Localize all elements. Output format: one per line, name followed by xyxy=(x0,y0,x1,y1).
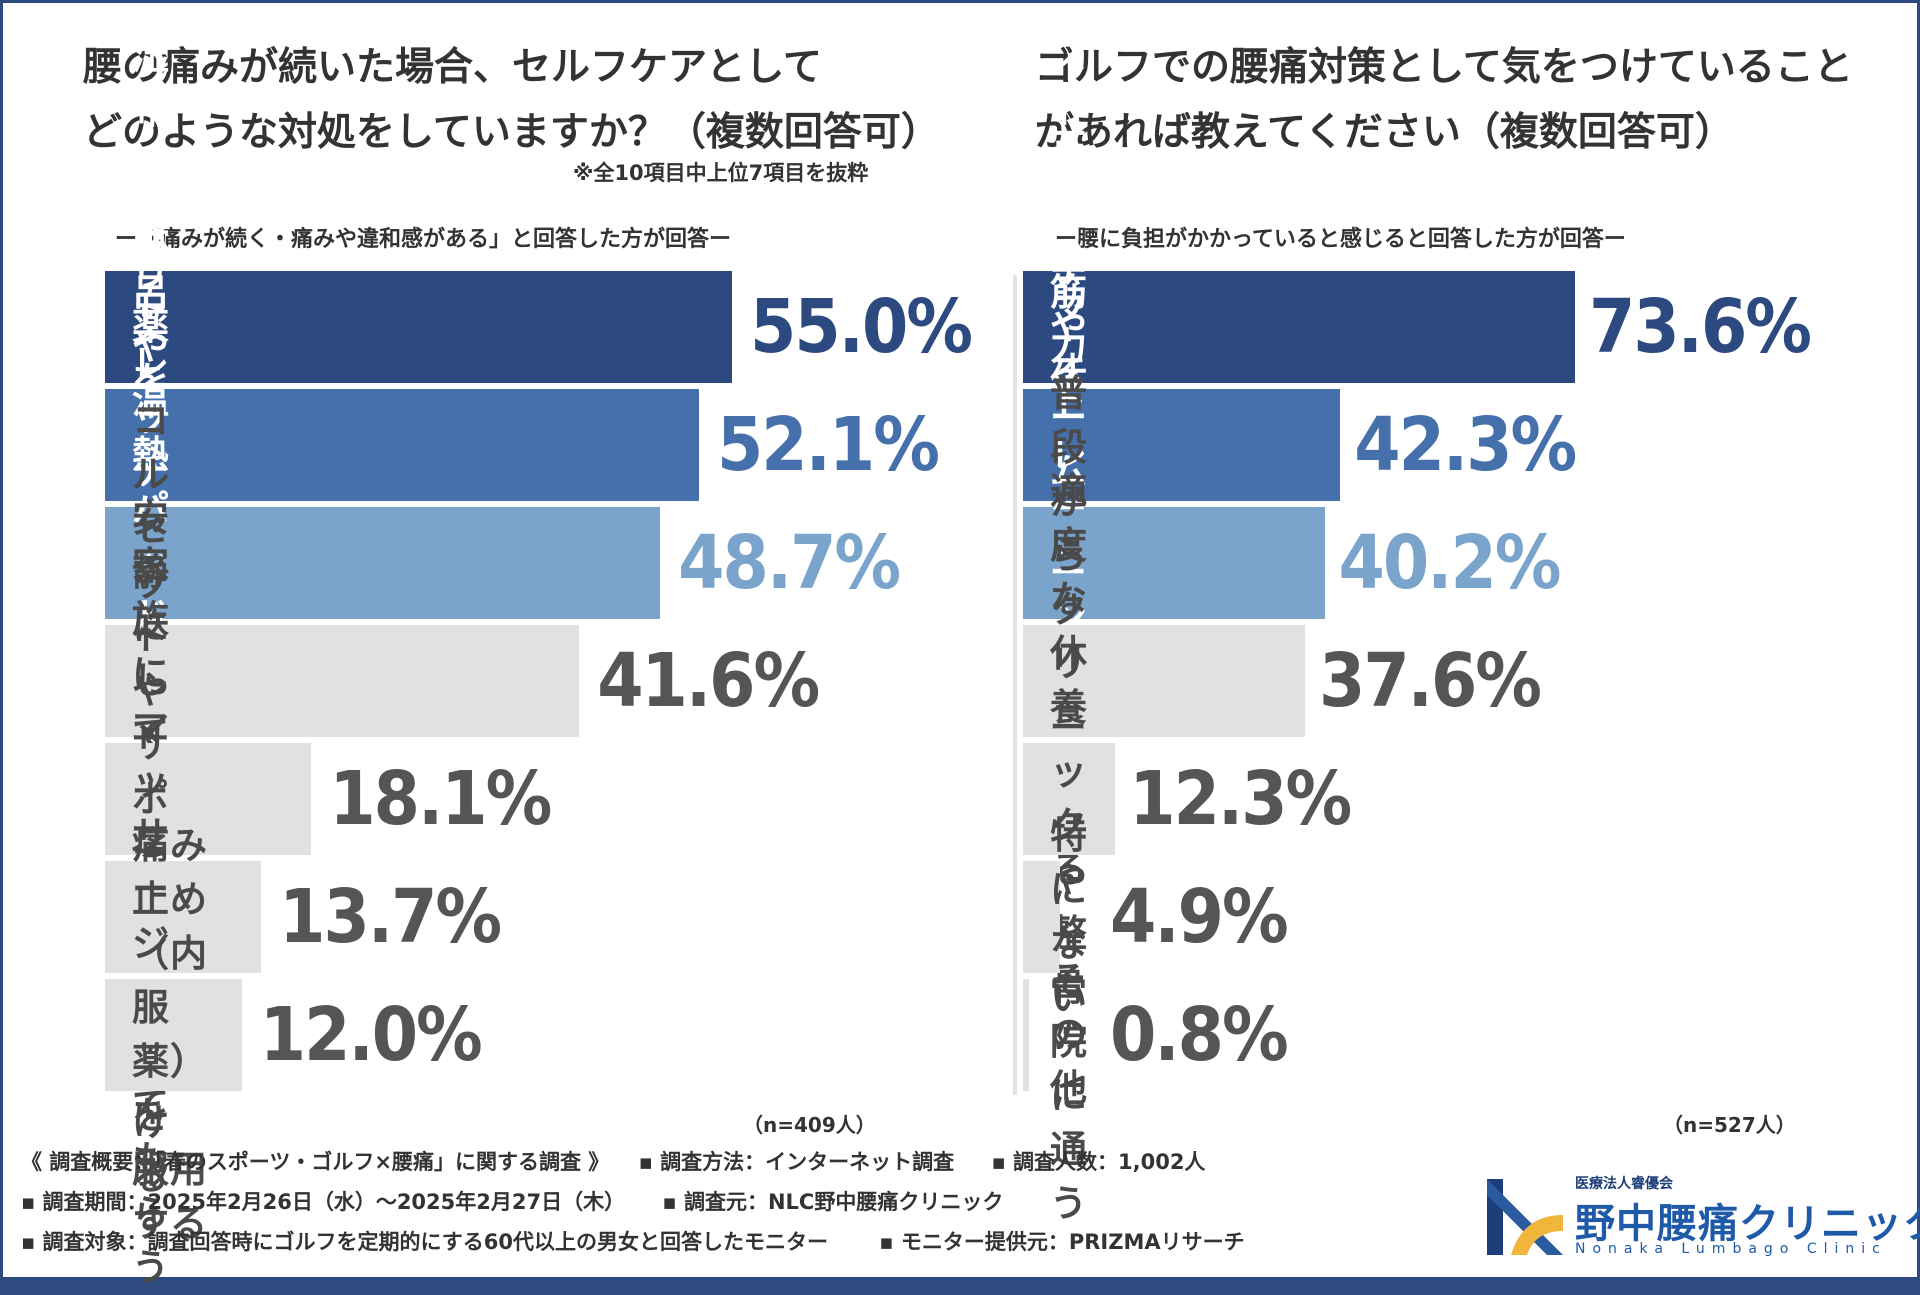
bar xyxy=(105,861,262,973)
left-sample-size: （n=409人） xyxy=(743,1113,876,1137)
bar-value-label: 42.3% xyxy=(1354,402,1577,488)
bar xyxy=(1023,507,1325,619)
bar xyxy=(1023,389,1341,501)
bar xyxy=(105,389,699,501)
footer-method: ▪ 調査方法：インターネット調査 xyxy=(638,1150,955,1174)
clinic-logo-english: Nonaka Lumbago Clinic xyxy=(1575,1241,1887,1257)
bar-category-label: 痛み止め（内服薬）を 服用する xyxy=(132,824,208,1245)
clinic-logo-name: 野中腰痛クリニック xyxy=(1575,1201,1920,1247)
left-bar-chart: 湿布や塗り薬を使用する55.0%ストレッチをする52.1%お風呂や温熱パッドなど… xyxy=(105,35,1005,1289)
bar xyxy=(105,979,242,1091)
bar xyxy=(105,625,580,737)
bar xyxy=(105,743,312,855)
bar-value-label: 0.8% xyxy=(1110,992,1289,1078)
bar xyxy=(1023,861,1060,973)
footer-line-2: ▪ 調査期間：2025年2月26日（水）～2025年2月27日（木） ▪ 調査元… xyxy=(21,1183,1003,1221)
footer-count: ▪ 調査人数：1,002人 xyxy=(991,1150,1206,1174)
footer-line-1: 《 調査概要：「春のスポーツ・ゴルフ×腰痛」に関する調査 》 ▪ 調査方法：イン… xyxy=(21,1143,1205,1181)
clinic-logo-mark-icon xyxy=(1487,1179,1563,1255)
bar-category-label: その他 xyxy=(1050,959,1088,1110)
bar-value-label: 4.9% xyxy=(1110,874,1289,960)
bar-value-label: 52.1% xyxy=(716,402,940,488)
bar xyxy=(1023,743,1116,855)
bar-value-label: 73.6% xyxy=(1589,284,1812,370)
left-title-line1: 腰の痛みが続いた場合、セルフケアとして xyxy=(83,45,823,90)
right-title-line1: ゴルフでの腰痛対策として気をつけていること xyxy=(1035,45,1853,90)
footer-target: ▪ 調査対象：調査回答時にゴルフを定期的にする60代以上の男女と回答したモニター xyxy=(21,1230,828,1254)
bar-value-label: 55.0% xyxy=(750,284,973,370)
left-subtitle: ー「痛みが続く・痛みや違和感がある」と回答した方が回答ー xyxy=(115,227,732,252)
bar xyxy=(1023,625,1305,737)
bar-value-label: 37.6% xyxy=(1319,638,1542,724)
panel-divider xyxy=(1013,275,1017,1095)
bar-value-label: 41.6% xyxy=(597,638,820,724)
footer-overview: 《 調査概要：「春のスポーツ・ゴルフ×腰痛」に関する調査 》 xyxy=(21,1150,610,1174)
bar-value-label: 12.3% xyxy=(1129,756,1352,842)
bar xyxy=(1023,979,1029,1091)
right-title-line2: があれば教えてください（複数回答可） xyxy=(1035,110,1734,155)
bar-value-label: 13.7% xyxy=(279,874,502,960)
right-subtitle: ー腰に負担がかかっていると感じると回答した方が回答ー xyxy=(1055,227,1626,252)
bar-value-label: 40.2% xyxy=(1338,520,1562,606)
right-bar-chart: ストレッチや体操をする73.6%正しいフォームを意識する42.3%筋力トレーニン… xyxy=(1023,35,1913,1225)
left-title-line2: どのような対処をしていますか？（複数回答可） xyxy=(83,110,940,155)
bar-value-label: 18.1% xyxy=(329,756,552,842)
footer-line-3: ▪ 調査対象：調査回答時にゴルフを定期的にする60代以上の男女と回答したモニター… xyxy=(21,1223,1245,1261)
bar xyxy=(105,507,661,619)
bar xyxy=(1023,271,1575,383)
left-note: ※全10項目中上位7項目を抜粋 xyxy=(573,161,869,185)
clinic-logo: 医療法人睿優会 野中腰痛クリニック Nonaka Lumbago Clinic xyxy=(1483,1173,1920,1263)
infographic: 腰の痛みが続いた場合、セルフケアとして どのような対処をしていますか？（複数回答… xyxy=(3,3,1920,1289)
bar-value-label: 48.7% xyxy=(678,520,901,606)
clinic-logo-corp: 医療法人睿優会 xyxy=(1575,1176,1673,1192)
footer-provider: ▪ モニター提供元：PRIZMAリサーチ xyxy=(879,1230,1245,1254)
right-sample-size: （n=527人） xyxy=(1663,1113,1796,1137)
footer-source: ▪ 調査元：NLC野中腰痛クリニック xyxy=(662,1190,1004,1214)
bar xyxy=(105,271,732,383)
bar-value-label: 12.0% xyxy=(259,992,483,1078)
footer-period: ▪ 調査期間：2025年2月26日（水）～2025年2月27日（木） xyxy=(21,1190,626,1214)
